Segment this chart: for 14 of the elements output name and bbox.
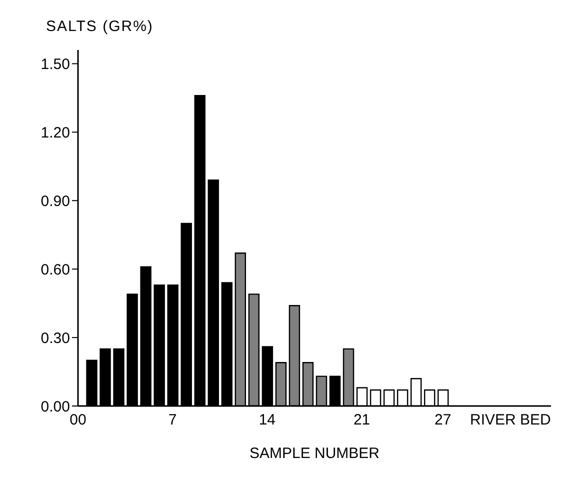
y-tick-label: 1.20 (40, 124, 70, 142)
y-tick-label: 0.00 (40, 398, 70, 416)
y-tick-label: 0.30 (40, 330, 70, 347)
y-tick-label: 0.90 (40, 192, 70, 210)
y-axis-title: SALTS (GR%) (46, 18, 154, 35)
y-tick-label: 0.60 (40, 261, 70, 278)
x-axis-title: SAMPLE NUMBER (249, 445, 380, 462)
x-tick-label: RIVER BED (470, 412, 552, 429)
x-tick-label: 00 (70, 412, 86, 429)
x-tick-label: 14 (258, 412, 276, 429)
y-tick-label: 1.50 (40, 56, 70, 74)
x-tick-label: 7 (168, 412, 177, 429)
x-tick-label: 27 (434, 412, 452, 429)
x-tick-label: 21 (353, 412, 370, 429)
